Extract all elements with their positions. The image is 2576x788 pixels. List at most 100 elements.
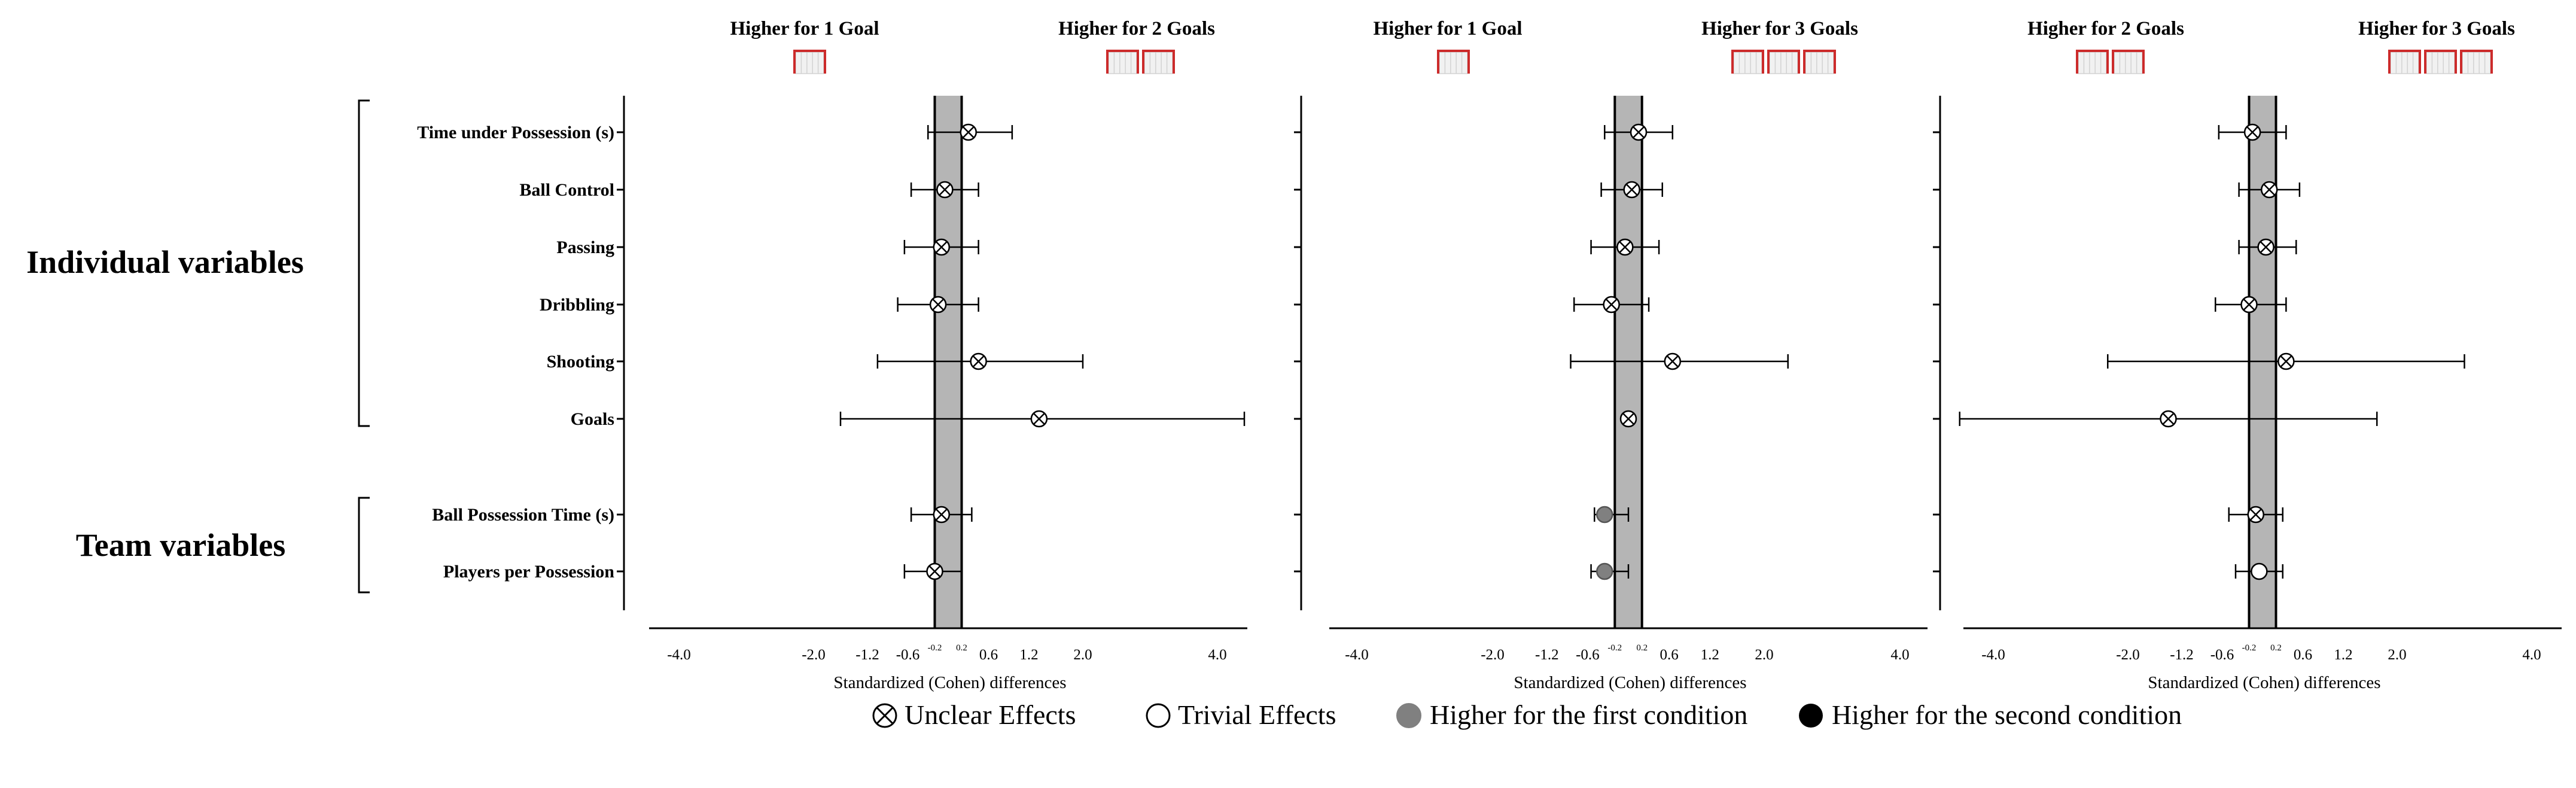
legend-unclear-label: Unclear Effects [905, 699, 1076, 730]
x-tick-label: 4.0 [1890, 647, 1909, 663]
goals-left [2076, 50, 2145, 74]
second-condition-marker-icon [1799, 704, 1823, 728]
data-row [910, 506, 973, 524]
panel-3: -4.0 -2.0 -1.2 -0.6 -0.2 0.2 0.6 1.2 2.0 4.0 Stand… [1933, 18, 2562, 692]
row-label: Dribbling [540, 295, 614, 315]
trivial-effect-marker-icon [1146, 703, 1171, 728]
header-right: Higher for 2 Goals [1058, 18, 1215, 39]
x-tick-label: 1.2 [1701, 647, 1719, 663]
x-tick-label: -4.0 [1981, 647, 2005, 663]
data-row [1619, 410, 1637, 428]
header-left: Higher for 2 Goals [2027, 18, 2184, 39]
row-label: Ball Control [519, 180, 614, 200]
unclear-cross [939, 184, 951, 196]
unclear-cross [1622, 413, 1634, 425]
individual-variables-label: Individual variables [26, 244, 304, 280]
data-row [1959, 410, 2378, 428]
goal-net [2462, 51, 2491, 74]
x-tick-label: -1.2 [2170, 647, 2194, 663]
panels: -4.0 -2.0 -1.2 -0.6 -0.2 0.2 0.6 1.2 2.0 4.0 Stand… [617, 18, 2562, 692]
goals-right [2388, 50, 2493, 74]
row-label: Shooting [547, 352, 614, 372]
unclear-cross [1605, 299, 1618, 311]
goals-right [1731, 50, 1836, 74]
data-row [1570, 352, 1789, 370]
effect-point [1596, 506, 1613, 524]
x-tick-label: 1.2 [1019, 647, 1038, 663]
goal-net [2078, 51, 2107, 74]
goal-icon [1803, 50, 1836, 74]
x-tick-label: -4.0 [667, 647, 691, 663]
unclear-cross [1625, 184, 1638, 196]
unclear-cross [2249, 509, 2262, 521]
x-tick-label: -0.2 [928, 643, 942, 653]
x-tick-label: 4.0 [2522, 647, 2541, 663]
unclear-cross [972, 355, 985, 367]
data-row [2234, 562, 2283, 580]
effect-point [2251, 562, 2268, 580]
x-tick-label: 0.6 [979, 647, 998, 663]
unclear-cross [1666, 355, 1679, 367]
goal-icon [2388, 50, 2421, 74]
data-row [903, 238, 979, 256]
x-tick-label: 0.2 [2270, 643, 2282, 653]
x-tick-label: -2.0 [802, 647, 826, 663]
row-label: Time under Possession (s) [417, 123, 614, 142]
goal-net [1439, 51, 1468, 74]
x-axis-title: Standardized (Cohen) differences [833, 673, 1066, 692]
legend-first: Higher for the first condition [1396, 699, 1747, 730]
unclear-cross [932, 299, 945, 311]
data-row [1590, 562, 1630, 580]
x-tick-label: 2.0 [1755, 647, 1773, 663]
x-axis-title: Standardized (Cohen) differences [1514, 673, 1746, 692]
row-label: Goals [571, 409, 614, 429]
row-label: Players per Possession [443, 562, 614, 582]
legend-second-label: Higher for the second condition [1832, 699, 2182, 730]
x-tick-label: -0.6 [2210, 647, 2234, 663]
x-tick-label: 4.0 [1208, 647, 1226, 663]
x-tick-label: -2.0 [2116, 647, 2140, 663]
unclear-cross [935, 509, 948, 521]
goal-icon [1767, 50, 1800, 74]
goal-net [1144, 51, 1173, 74]
row-label: Ball Possession Time (s) [432, 505, 614, 525]
unclear-cross [962, 126, 975, 138]
x-tick-label: -0.6 [1576, 647, 1600, 663]
left-labels: Individual variables Team variables Time… [26, 99, 614, 594]
data-row [1600, 181, 1663, 199]
x-tick-label: 0.6 [1660, 647, 1678, 663]
panel-1: -4.0 -2.0 -1.2 -0.6 -0.2 0.2 0.6 1.2 2.0 4.0 Stand… [617, 18, 1247, 692]
unclear-cross [2280, 355, 2292, 367]
x-tick-label: 2.0 [2388, 647, 2406, 663]
goals-left [793, 50, 826, 74]
goal-icon [1106, 50, 1139, 74]
data-row [2218, 123, 2287, 141]
data-row [1604, 123, 1674, 141]
goals-right [1106, 50, 1175, 74]
unclear-cross [1619, 241, 1631, 253]
goal-net [1733, 51, 1762, 74]
legend-unclear: Unclear Effects [872, 699, 1076, 730]
legend-trivial-label: Trivial Effects [1178, 699, 1336, 730]
unclear-cross [2246, 126, 2259, 138]
goal-icon [2424, 50, 2457, 74]
goal-net [795, 51, 824, 74]
data-row [1590, 238, 1660, 256]
unclear-cross [2260, 241, 2272, 253]
unclear-cross [2162, 413, 2175, 425]
goal-icon [1731, 50, 1764, 74]
data-row [2238, 238, 2297, 256]
data-row [903, 562, 963, 580]
goal-net [2114, 51, 2143, 74]
goal-net [2390, 51, 2419, 74]
goal-icon [1142, 50, 1175, 74]
x-tick-label: -1.2 [855, 647, 879, 663]
header-left: Higher for 1 Goal [730, 18, 879, 39]
goal-net [1805, 51, 1834, 74]
unclear-cross [1033, 413, 1045, 425]
team-variables-label: Team variables [76, 527, 286, 563]
goal-net [1769, 51, 1798, 74]
first-condition-marker-icon [1396, 703, 1421, 728]
header-left: Higher for 1 Goal [1373, 18, 1522, 39]
